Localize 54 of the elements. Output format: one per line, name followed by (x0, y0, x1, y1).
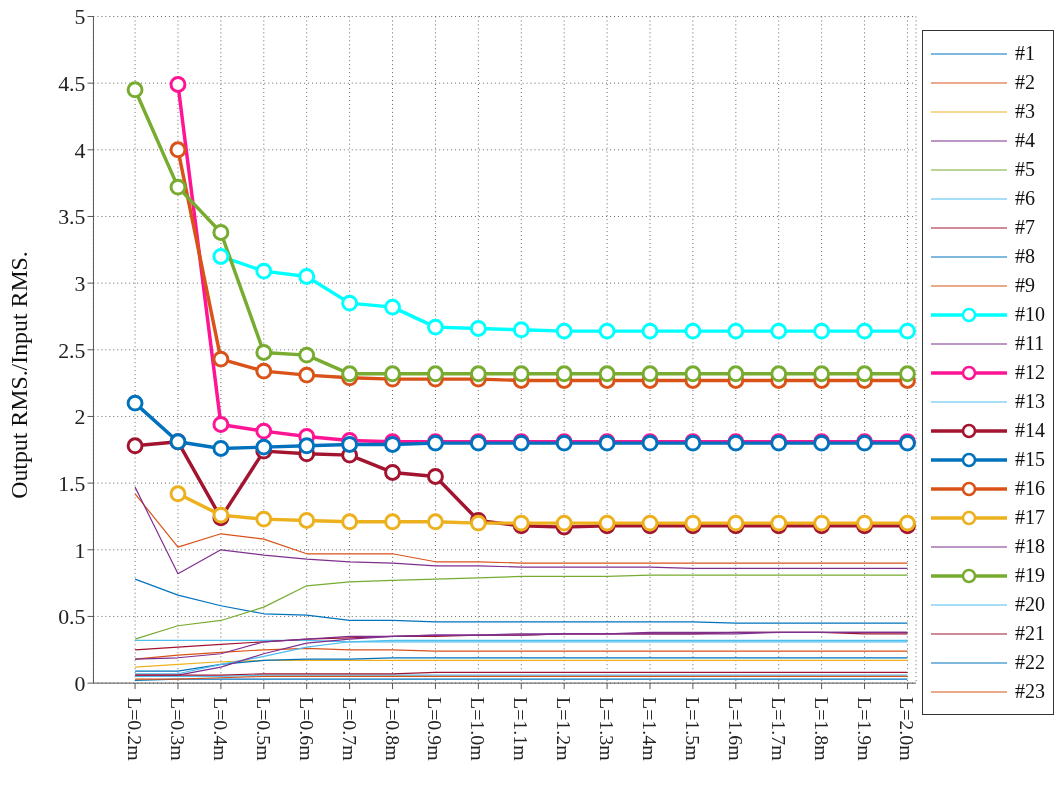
legend-label: #21 (1015, 622, 1045, 645)
legend-label: #11 (1015, 332, 1045, 355)
legend-label: #17 (1015, 506, 1045, 529)
x-tick-label: L=2.0m (896, 697, 919, 762)
legend-label: #1 (1015, 42, 1035, 65)
legend-label: #14 (1015, 419, 1045, 442)
y-tick-label: 2 (74, 405, 86, 430)
x-tick-label: L=0.5m (252, 697, 275, 762)
x-tick-label: L=1.1m (510, 697, 533, 762)
legend-label: #23 (1015, 680, 1045, 703)
x-tick-label: L=0.6m (295, 697, 318, 762)
y-tick-label: 1.5 (58, 471, 86, 496)
x-tick-label: L=0.3m (167, 697, 190, 762)
x-tick-label: L=1.6m (724, 697, 747, 762)
x-tick-label: L=1.3m (596, 697, 619, 762)
y-tick-label: 5 (74, 5, 86, 30)
x-tick-label: L=0.8m (381, 697, 404, 762)
legend-label: #15 (1015, 448, 1045, 471)
x-tick-label: L=0.7m (338, 697, 361, 762)
legend-label: #3 (1015, 100, 1035, 123)
x-tick-label: L=1.7m (767, 697, 790, 762)
legend-label: #19 (1015, 564, 1045, 587)
legend-label: #8 (1015, 245, 1035, 268)
y-tick-label: 0.5 (58, 605, 86, 630)
x-tick-label: L=1.8m (810, 697, 833, 762)
x-tick-label: L=1.9m (853, 697, 876, 762)
legend-label: #5 (1015, 158, 1035, 181)
legend-label: #9 (1015, 274, 1035, 297)
y-tick-label: 3.5 (58, 205, 86, 230)
legend-label: #20 (1015, 593, 1045, 616)
legend-label: #4 (1015, 129, 1035, 152)
x-tick-label: L=0.2m (124, 697, 147, 762)
y-tick-label: 4 (74, 138, 86, 163)
legend-label: #2 (1015, 71, 1035, 94)
y-tick-label: 2.5 (58, 338, 86, 363)
legend-label: #22 (1015, 651, 1045, 674)
legend-label: #10 (1015, 303, 1045, 326)
y-tick-label: 0 (74, 671, 86, 696)
y-tick-label: 3 (74, 271, 86, 296)
legend-label: #7 (1015, 216, 1035, 239)
y-axis-title: Output RMS./Input RMS. (6, 251, 33, 499)
legend-label: #16 (1015, 477, 1045, 500)
legend-label: #12 (1015, 361, 1045, 384)
legend-label: #18 (1015, 535, 1045, 558)
x-tick-label: L=1.0m (467, 697, 490, 762)
legend-label: #13 (1015, 390, 1045, 413)
y-tick-label: 4.5 (58, 71, 86, 96)
y-tick-label: 1 (74, 538, 86, 563)
x-tick-label: L=1.4m (639, 697, 662, 762)
legend-label: #6 (1015, 187, 1035, 210)
x-tick-label: L=1.5m (681, 697, 704, 762)
x-tick-label: L=0.4m (209, 697, 232, 762)
x-tick-label: L=1.2m (553, 697, 576, 762)
x-tick-label: L=0.9m (424, 697, 447, 762)
